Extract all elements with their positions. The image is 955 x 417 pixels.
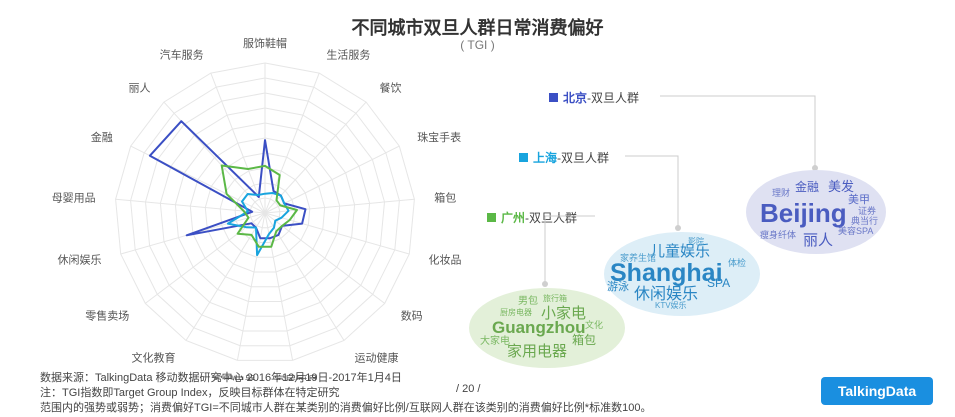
cloud-beijing-word: 美容SPA	[838, 225, 873, 236]
cloud-shanghai-bg	[604, 232, 760, 316]
legend-guangzhou: 广州 -双旦人群	[487, 209, 577, 226]
radar-series-2	[220, 164, 298, 248]
legend-city-beijing: 北京	[563, 91, 588, 105]
radar-series-1	[226, 192, 290, 257]
radar-spoke	[264, 101, 367, 214]
cloud-guangzhou-word: 大家电	[480, 334, 510, 347]
radar-grid-ring	[115, 62, 415, 361]
cloud-beijing-word: 金融	[795, 179, 819, 194]
legend-city-guangzhou: 广州	[501, 211, 526, 225]
radar-grid-ring	[174, 122, 356, 302]
cloud-guangzhou: 小家电 Guangzhou 家用电器 箱包 大家电 厨房电器 旅行箱 男包 文化	[469, 288, 625, 368]
cloud-shanghai-word: KTV娱乐	[655, 300, 687, 310]
radar-spoke	[264, 198, 415, 214]
chart-subtitle: ( TGI )	[460, 38, 495, 52]
cloud-shanghai-word: 影院	[688, 236, 704, 246]
radar-grid-ring	[189, 137, 341, 288]
radar-spoke	[264, 212, 386, 304]
radar-grid-ring	[144, 92, 386, 332]
radar-category-label: 家用电器	[212, 373, 256, 380]
radar-category-label: 餐饮	[380, 80, 402, 94]
radar-category-label: 休闲娱乐	[58, 253, 102, 267]
cloud-guangzhou-word: 箱包	[572, 332, 596, 347]
cloud-shanghai: 儿童娱乐 Shanghai 休闲娱乐 游泳 SPA 家养生馆 体检 KTV娱乐 …	[604, 232, 760, 316]
cloud-shanghai-word: 家养生馆	[620, 252, 656, 263]
legend-city-shanghai: 上海	[533, 151, 558, 165]
cloud-shanghai-word: SPA	[707, 276, 730, 290]
radar-category-label: 汽车服务	[160, 48, 204, 62]
cloud-shanghai-word: 休闲娱乐	[634, 285, 698, 303]
cloud-guangzhou-word: 小家电	[541, 305, 586, 322]
cloud-beijing-word: 典当行	[851, 215, 878, 226]
radar-category-label: 母婴用品	[52, 191, 96, 204]
page-number: / 20 /	[456, 383, 481, 395]
cloud-beijing-word: 美甲	[848, 193, 870, 206]
cloud-guangzhou-bg	[469, 288, 625, 368]
connector-beijing	[660, 95, 816, 168]
cloud-beijing-word: 理财	[772, 187, 790, 198]
legend-beijing: 北京 -双旦人群	[549, 89, 639, 106]
radar-category-label: 家居厨具	[274, 373, 318, 380]
radar-category-label: 丽人	[129, 81, 151, 94]
radar-spoke	[210, 72, 266, 214]
cloud-guangzhou-main: Guangzhou	[492, 318, 585, 337]
cloud-shanghai-word: 体检	[728, 257, 746, 268]
cloud-beijing-word: 瘦身纤体	[760, 229, 796, 240]
cloud-beijing-main: Beijing	[760, 198, 847, 228]
footer-note-1: 注：TGI指数即Target Group Index，反映目标群体在特定研究	[40, 387, 340, 399]
radar-spoke	[115, 198, 266, 214]
footer-source: 数据来源：TalkingData 移动数据研究中心 2016年12月19日-20…	[40, 372, 402, 384]
cloud-guangzhou-word: 旅行箱	[543, 293, 567, 303]
legend-shanghai: 上海 -双旦人群	[519, 149, 609, 166]
cloud-guangzhou-word: 男包	[518, 294, 538, 307]
radar-category-label: 珠宝手表	[417, 130, 461, 144]
radar-category-label: 生活服务	[326, 48, 370, 62]
radar-chart: 服饰鞋帽生活服务餐饮珠宝手表箱包化妆品数码运动健康家居厨具 家用电器 文化教育 零售卖…	[52, 36, 462, 380]
radar-category-label: 化妆品	[429, 253, 462, 267]
connector-dot-guangzhou	[542, 281, 548, 287]
chart-title: 不同城市双旦人群日常消费偏好	[351, 18, 604, 38]
connector-guangzhou	[544, 215, 595, 284]
cloud-guangzhou-word: 家用电器	[507, 343, 567, 360]
cloud-shanghai-word: 游泳	[607, 279, 629, 293]
radar-grid-ring	[204, 152, 326, 273]
connector-dot-shanghai	[675, 225, 681, 231]
connector-dot-beijing	[812, 165, 818, 171]
cloud-beijing-word: 美发	[828, 179, 854, 194]
radar-grid-ring	[159, 107, 371, 317]
connector-lines	[544, 95, 816, 284]
brand-logo: TalkingData	[821, 377, 933, 405]
connector-shanghai	[625, 155, 679, 228]
radar-category-label: 箱包	[434, 190, 456, 204]
legend-swatch-beijing	[549, 93, 558, 102]
legend-swatch-guangzhou	[487, 213, 496, 222]
radar-category-label: 服饰鞋帽	[243, 36, 287, 50]
radar-category-label: 零售卖场	[85, 308, 129, 322]
legend-suffix-beijing: -双旦人群	[587, 91, 640, 105]
cloud-guangzhou-word: 文化	[585, 319, 603, 330]
cloud-beijing-word: 丽人	[803, 232, 833, 249]
footer-note-2: 范围内的强势或弱势；消费偏好TGI=不同城市人群在某类别的消费偏好比例/互联网人…	[40, 402, 652, 414]
legend-suffix-shanghai: -双旦人群	[557, 151, 610, 165]
cloud-beijing-bg	[746, 170, 886, 254]
cloud-beijing-word: 证券	[858, 205, 876, 216]
radar-spoke	[264, 145, 400, 214]
radar-category-label: 运动健康	[355, 351, 399, 365]
cloud-guangzhou-word: 厨房电器	[500, 307, 532, 317]
cloud-shanghai-word: 儿童娱乐	[650, 242, 710, 260]
radar-category-label: 文化教育	[132, 351, 176, 365]
radar-category-label: 数码	[401, 309, 423, 322]
legend-swatch-shanghai	[519, 153, 528, 162]
legend-suffix-guangzhou: -双旦人群	[525, 211, 578, 225]
radar-grid-ring	[249, 197, 281, 229]
cloud-shanghai-main: Shanghai	[610, 259, 723, 287]
radar-grid-ring	[130, 77, 400, 347]
radar-category-label: 金融	[91, 130, 113, 144]
cloud-beijing: 金融 美发 美甲 Beijing 丽人 瘦身纤体 证券 典当行 美容SPA 理财	[746, 170, 886, 254]
radar-spoke	[144, 212, 266, 304]
